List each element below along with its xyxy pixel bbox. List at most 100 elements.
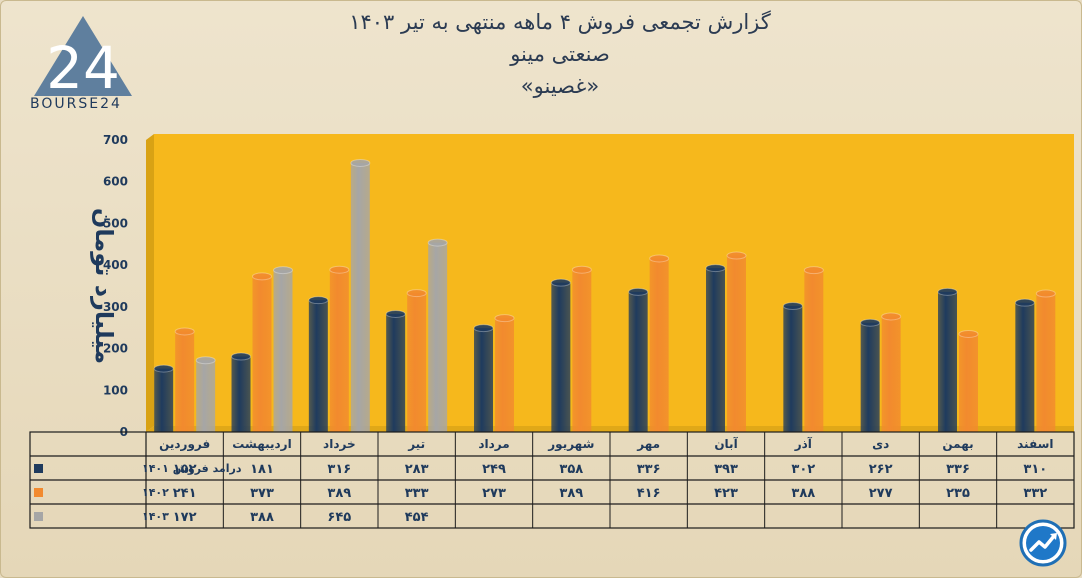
bar-cap bbox=[550, 278, 571, 287]
y-tick-label: 100 bbox=[103, 383, 128, 397]
legend-series-name: ۱۴۰۳ bbox=[142, 510, 169, 523]
bar-cap bbox=[649, 254, 670, 263]
legend-swatch bbox=[34, 488, 43, 497]
bar bbox=[154, 368, 174, 432]
data-table-value: ۳۸۸ bbox=[791, 486, 815, 501]
bar-cap bbox=[329, 265, 350, 274]
y-tick-label: 500 bbox=[103, 216, 128, 230]
data-table-value: ۳۳۳ bbox=[405, 486, 429, 501]
bar bbox=[727, 255, 746, 432]
x-category-label: خرداد bbox=[323, 437, 356, 451]
bar bbox=[706, 268, 725, 432]
bar bbox=[551, 282, 571, 432]
bar bbox=[308, 300, 328, 432]
bar-cap bbox=[174, 327, 195, 336]
bar-cap bbox=[153, 364, 174, 373]
legend-swatch bbox=[34, 464, 43, 473]
x-category-label: اردیبهشت bbox=[232, 437, 291, 451]
data-table-value: ۳۰۲ bbox=[791, 462, 815, 477]
y-tick-label: 400 bbox=[103, 258, 128, 272]
data-table-value: ۳۳۶ bbox=[637, 462, 661, 477]
data-table-value: ۳۸۸ bbox=[250, 510, 274, 525]
bar-cap bbox=[958, 329, 979, 338]
x-category-label: مهر bbox=[636, 437, 660, 451]
data-table-value: ۳۷۳ bbox=[250, 486, 274, 501]
bar bbox=[386, 313, 406, 432]
bar bbox=[196, 360, 216, 432]
bar-cap bbox=[1035, 289, 1056, 298]
trend-up-circle-icon bbox=[1019, 519, 1067, 567]
data-table-value: ۳۹۳ bbox=[714, 462, 738, 477]
legend-series-name: درامد فروش ۱۴۰۱ bbox=[142, 462, 242, 475]
bar bbox=[959, 333, 978, 432]
x-category-label: بهمن bbox=[942, 437, 973, 451]
bar bbox=[474, 328, 493, 432]
bar-cap bbox=[406, 289, 427, 298]
bar-cap bbox=[273, 266, 293, 275]
logo-text: BOURSE24 bbox=[30, 96, 122, 112]
data-table-value: ۳۱۶ bbox=[327, 462, 351, 477]
x-category-label: دی bbox=[872, 437, 889, 451]
bar bbox=[273, 270, 293, 432]
bar bbox=[783, 306, 803, 432]
bar bbox=[804, 270, 824, 432]
bar bbox=[881, 316, 901, 432]
data-table-value: ۱۸۱ bbox=[250, 462, 274, 477]
plot-side-wall bbox=[146, 134, 154, 432]
bar-cap bbox=[494, 314, 515, 323]
y-tick-label: 700 bbox=[103, 133, 128, 147]
bar bbox=[628, 291, 648, 432]
data-table-value: ۲۴۱ bbox=[173, 486, 197, 501]
bar bbox=[938, 291, 957, 432]
x-category-label: شهریور bbox=[547, 437, 594, 452]
chart-titles: گزارش تجمعی فروش ۴ ماهه منتهی به تیر ۱۴۰… bbox=[300, 6, 820, 102]
data-table-value: ۴۱۶ bbox=[637, 486, 661, 501]
bar-cap bbox=[628, 287, 649, 296]
bar-cap bbox=[726, 251, 747, 260]
bar-cap bbox=[252, 272, 272, 281]
data-table-value: ۶۴۵ bbox=[327, 510, 351, 525]
data-table-value: ۲۷۷ bbox=[869, 486, 893, 501]
logo-number: 24 bbox=[46, 34, 120, 102]
data-table-value: ۱۷۲ bbox=[173, 510, 197, 525]
bar bbox=[329, 269, 349, 432]
bourse24-logo-icon: 24 bbox=[34, 16, 132, 102]
bar bbox=[860, 322, 880, 432]
data-table-value: ۴۵۴ bbox=[405, 510, 429, 525]
bar-cap bbox=[308, 296, 329, 305]
data-table-value: ۳۳۶ bbox=[946, 462, 970, 477]
plot-floor bbox=[146, 426, 1074, 432]
bar bbox=[231, 356, 251, 432]
x-category-label: آذر bbox=[794, 436, 813, 451]
x-category-label: اسفند bbox=[1017, 437, 1053, 451]
bar bbox=[175, 331, 195, 432]
bar-cap bbox=[427, 238, 448, 247]
data-table-value: ۳۵۸ bbox=[559, 462, 583, 477]
y-tick-label: 200 bbox=[103, 342, 128, 356]
data-table-value: ۳۸۹ bbox=[327, 486, 351, 501]
bar bbox=[407, 293, 427, 432]
bar-cap bbox=[937, 287, 958, 296]
bar-cap bbox=[231, 352, 251, 361]
plot-area bbox=[154, 134, 1074, 426]
data-table-value: ۲۸۳ bbox=[405, 462, 429, 477]
data-table-value: ۲۳۵ bbox=[946, 486, 970, 501]
data-table-value: ۲۶۲ bbox=[869, 462, 893, 477]
bar-cap bbox=[571, 265, 592, 274]
x-category-label: فروردین bbox=[159, 437, 210, 452]
bar-cap bbox=[473, 324, 494, 333]
bar-cap bbox=[385, 309, 406, 318]
data-table-value: ۴۲۳ bbox=[714, 486, 738, 501]
bar bbox=[1015, 302, 1035, 432]
bar bbox=[1036, 293, 1056, 432]
y-axis-label: میلیارد تومان bbox=[90, 208, 118, 364]
data-table-value: ۱۵۲ bbox=[173, 462, 197, 477]
bar bbox=[428, 242, 448, 432]
bar bbox=[495, 318, 514, 432]
bar-cap bbox=[195, 356, 216, 365]
bar-cap bbox=[350, 158, 371, 167]
bar-cap bbox=[782, 302, 803, 311]
chart-subtitle-symbol: «غصینو» bbox=[520, 74, 600, 98]
bar-cap bbox=[1014, 298, 1035, 307]
